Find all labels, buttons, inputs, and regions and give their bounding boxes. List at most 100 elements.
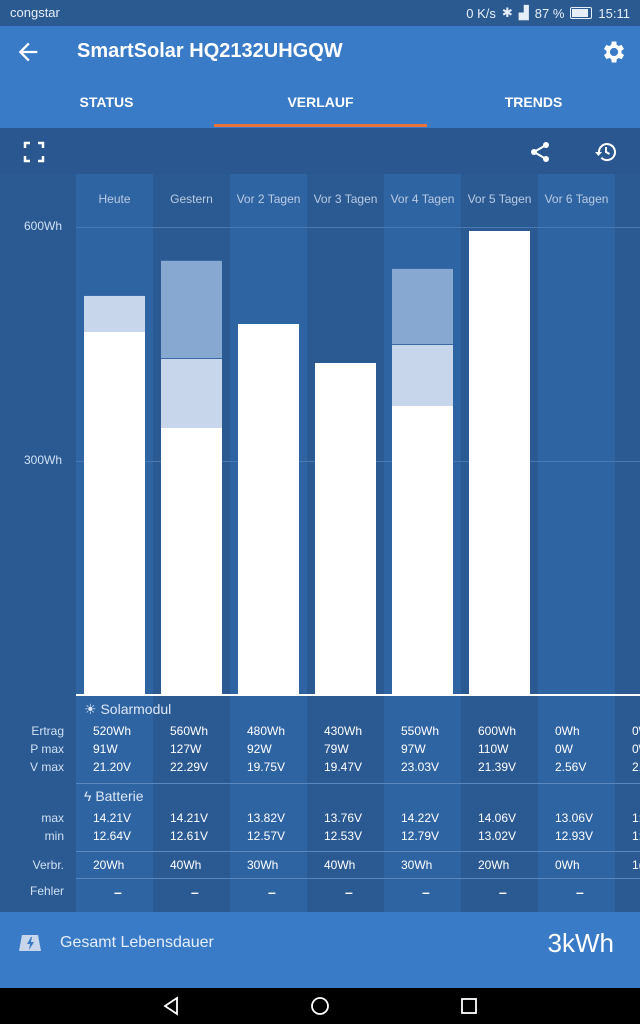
nav-recents-icon[interactable] [458,995,480,1017]
cell-vmax: 21.39V [478,760,517,774]
cell-fehler: – [345,884,353,900]
cell-verbr: 30Wh [401,858,433,872]
cell-ertrag: 480Wh [247,724,286,738]
cell-bmax: 13.76V [324,811,363,825]
row-separator [76,783,640,784]
cell-pmax: 79W [324,742,349,756]
cell-bmax: 14.21V [170,811,209,825]
cell-vmax: 23.03V [401,760,440,774]
cell-bmax: 1: [632,811,640,825]
solar-section-header: ☀ Solarmodul [84,701,171,718]
row-label-verbr: Verbr. [32,858,64,872]
cell-bmax: 14.06V [478,811,517,825]
bar-segment[interactable] [315,363,376,694]
bluetooth-icon: ✱ [501,5,513,20]
day-header: Heute [98,192,131,206]
bar-segment[interactable] [161,427,222,694]
cell-bmin: 12.93V [555,829,594,843]
battery-section-header: ϟ Batterie [84,788,144,804]
cell-ertrag: 600Wh [478,724,517,738]
day-header: Vor 6 Tagen [544,192,609,206]
active-tab-indicator [214,124,427,127]
cell-vmax: 2. [632,760,640,774]
column-background [615,174,640,912]
cell-pmax: 97W [401,742,426,756]
day-header: Vor [615,192,640,206]
cell-fehler: – [499,884,507,900]
net-speed: 0 K/s [466,5,496,21]
cell-vmax: 19.47V [324,760,363,774]
cell-ertrag: 520Wh [93,724,132,738]
bar-segment[interactable] [392,268,453,344]
cell-vmax: 22.29V [170,760,209,774]
day-header: Vor 5 Tagen [467,192,532,206]
system-nav-bar [0,988,640,1024]
tab-trends[interactable]: TRENDS [504,94,563,110]
tab-verlauf[interactable]: VERLAUF [287,94,354,110]
bar-segment[interactable] [84,295,145,333]
carrier-name: congstar [10,5,60,20]
cell-bmax: 14.21V [93,811,132,825]
cell-vmax: 21.20V [93,760,132,774]
bar-segment[interactable] [161,357,222,428]
bar-segment[interactable] [238,324,299,694]
nav-home-icon[interactable] [309,995,331,1017]
cell-bmax: 14.22V [401,811,440,825]
tab-status[interactable]: STATUS [79,94,134,110]
cell-ertrag: 550Wh [401,724,440,738]
row-label-vmax: V max [29,760,64,774]
bar-segment[interactable] [469,230,530,694]
cell-verbr: 40Wh [170,858,202,872]
share-icon[interactable] [528,140,552,164]
cell-verbr: 1( [632,858,640,872]
lifetime-footer: Gesamt Lebensdauer 3kWh [0,912,640,988]
cell-verbr: 20Wh [93,858,125,872]
row-label-ertrag: Ertrag [31,724,64,738]
y-tick-label: 300Wh [24,452,63,467]
cell-fehler: – [576,884,584,900]
solar-section-label: Solarmodul [100,701,172,717]
bar-segment[interactable] [392,343,453,407]
cell-pmax: 0\ [632,742,640,756]
cell-bmin: 1: [632,829,640,843]
cell-fehler: – [422,884,430,900]
row-label-min: min [44,829,64,843]
gear-icon[interactable] [600,38,628,66]
day-header: Vor 4 Tagen [390,192,455,206]
bar-segment[interactable] [392,406,453,694]
history-chart: 600Wh 300Wh Heute Gestern Vor 2 Tagen Vor 3 T… [0,174,640,912]
row-separator [76,851,640,852]
clock: 15:11 [598,5,630,21]
history-icon[interactable] [594,140,618,164]
cell-ertrag: 0\ [632,724,640,738]
bar-segment[interactable] [84,332,145,694]
cell-pmax: 110W [478,742,509,756]
lifetime-value: 3kWh [547,928,614,958]
row-separator [76,878,640,879]
cell-pmax: 127W [170,742,202,756]
fullscreen-icon[interactable] [22,140,46,164]
cell-verbr: 40Wh [324,858,356,872]
column-background [538,174,615,912]
app-bar: SmartSolar HQ2132UHGQW STATUS VERLAUF TR… [0,26,640,128]
row-label-pmax: P max [30,742,64,756]
tab-bar: STATUS VERLAUF TRENDS [0,88,640,128]
status-bar: congstar 0 K/s ✱ ▟ 87 % 15:11 [0,0,640,26]
page-title: SmartSolar HQ2132UHGQW [77,40,343,62]
cell-bmin: 12.53V [324,829,363,843]
cell-fehler: – [191,884,199,900]
cell-vmax: 19.75V [247,760,286,774]
cell-pmax: 92W [247,742,272,756]
nav-back-icon[interactable] [160,995,182,1017]
back-arrow-icon[interactable] [14,38,42,66]
cell-verbr: 0Wh [555,858,580,872]
cell-ertrag: 0Wh [555,724,580,738]
cell-bmax: 13.82V [247,811,286,825]
row-label-fehler: Fehler [29,884,64,898]
row-label-max: max [41,811,64,825]
cell-pmax: 0W [555,742,573,756]
cell-fehler: – [114,884,122,900]
battery-percent: 87 % [534,5,565,21]
bar-segment[interactable] [161,260,222,358]
cell-bmin: 12.79V [401,829,440,843]
